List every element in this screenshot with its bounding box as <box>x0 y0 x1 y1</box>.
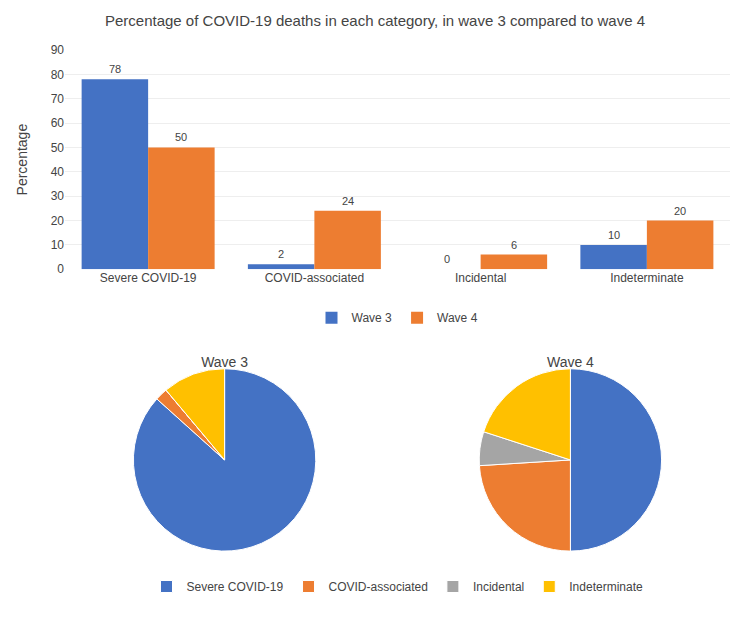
svg-text:Wave 4: Wave 4 <box>437 311 478 325</box>
svg-text:40: 40 <box>51 165 65 179</box>
svg-text:10: 10 <box>51 238 65 252</box>
svg-text:20: 20 <box>674 205 686 217</box>
svg-text:24: 24 <box>342 195 354 207</box>
svg-text:70: 70 <box>51 92 65 106</box>
svg-text:50: 50 <box>51 141 65 155</box>
svg-text:20: 20 <box>51 214 65 228</box>
svg-text:COVID-associated: COVID-associated <box>329 580 428 594</box>
svg-text:0: 0 <box>57 262 64 276</box>
svg-text:Indeterminate: Indeterminate <box>610 271 684 285</box>
svg-text:Percentage of COVID-19 deaths: Percentage of COVID-19 deaths in each ca… <box>105 12 645 29</box>
svg-text:Wave 3: Wave 3 <box>352 311 393 325</box>
svg-text:60: 60 <box>51 116 65 130</box>
svg-text:Severe COVID-19: Severe COVID-19 <box>100 271 197 285</box>
svg-text:Percentage: Percentage <box>14 124 30 196</box>
svg-text:Wave 4: Wave 4 <box>547 354 594 370</box>
svg-text:0: 0 <box>444 253 450 265</box>
svg-text:Indeterminate: Indeterminate <box>569 580 643 594</box>
svg-text:80: 80 <box>51 68 65 82</box>
svg-text:30: 30 <box>51 189 65 203</box>
svg-text:Incidental: Incidental <box>473 580 524 594</box>
svg-text:10: 10 <box>608 229 620 241</box>
svg-text:78: 78 <box>109 63 121 75</box>
svg-text:Incidental: Incidental <box>455 271 506 285</box>
svg-text:COVID-associated: COVID-associated <box>265 271 364 285</box>
svg-text:50: 50 <box>175 131 187 143</box>
svg-text:Severe COVID-19: Severe COVID-19 <box>187 580 284 594</box>
svg-text:2: 2 <box>278 248 284 260</box>
svg-text:Wave 3: Wave 3 <box>201 354 248 370</box>
svg-text:6: 6 <box>511 239 517 251</box>
svg-text:90: 90 <box>51 43 65 57</box>
